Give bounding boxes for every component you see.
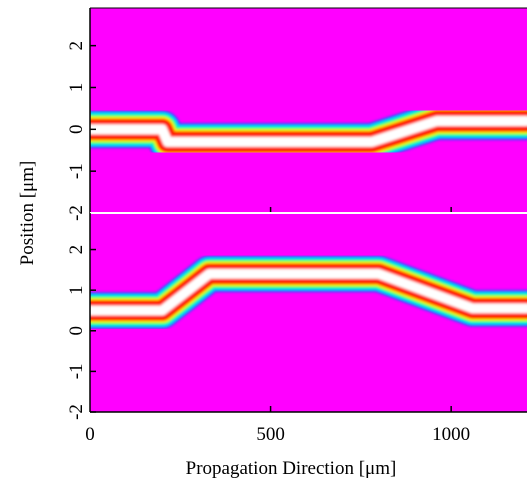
- y-axis-label: Position [μm]: [17, 161, 38, 266]
- y-tick-label-top-3: 1: [66, 83, 87, 93]
- x-tick-label-1: 500: [256, 424, 285, 445]
- panel-top-y-ticks: -2 -1 0 1 2: [66, 41, 96, 221]
- panel-bottom-y-ticks: -2 -1 0 1 2: [66, 245, 96, 420]
- y-tick-label-bottom-2: 0: [66, 326, 87, 336]
- panel-top-beams: [90, 79, 527, 161]
- y-tick-label-top-2: 0: [66, 125, 87, 135]
- y-tick-label-top-4: 2: [66, 41, 87, 51]
- y-tick-label-bottom-0: -2: [66, 404, 87, 420]
- panel-top: -2 -1 0 1 2: [66, 7, 527, 221]
- x-tick-label-0: 0: [85, 424, 95, 445]
- y-tick-label-top-0: -2: [66, 205, 87, 221]
- panel-bottom-beams: [90, 255, 527, 363]
- panel-bottom: -2 -1 0 1 2 0 500 1000: [66, 213, 527, 445]
- y-tick-label-bottom-3: 1: [66, 285, 87, 295]
- y-tick-label-bottom-1: -1: [66, 363, 87, 379]
- x-axis-label: Propagation Direction [μm]: [186, 458, 397, 479]
- y-tick-label-top-1: -1: [66, 163, 87, 179]
- y-tick-label-bottom-4: 2: [66, 245, 87, 255]
- panel-bottom-x-ticks: 0 500 1000: [85, 406, 470, 445]
- x-tick-label-2: 1000: [432, 424, 470, 445]
